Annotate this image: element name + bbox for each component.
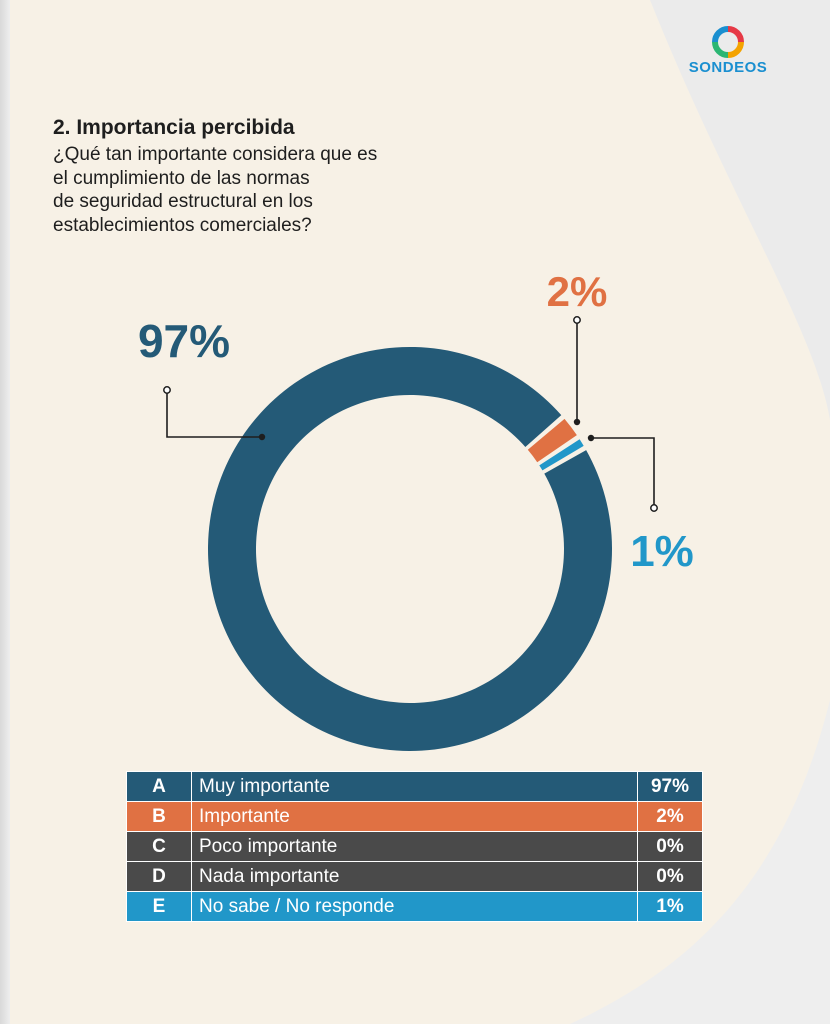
row-letter: B bbox=[126, 801, 192, 832]
table-row: A Muy importante 97% bbox=[126, 771, 703, 802]
page-edge bbox=[0, 0, 10, 1024]
table-row: D Nada importante 0% bbox=[126, 861, 703, 892]
leader-line-2 bbox=[591, 437, 655, 508]
sondeos-ring-icon bbox=[712, 26, 744, 58]
leader-dot-2 bbox=[587, 434, 595, 442]
donut-slice-2 bbox=[539, 439, 584, 471]
question-line: ¿Qué tan importante considera que es bbox=[53, 144, 378, 165]
row-label: Importante bbox=[191, 801, 638, 832]
row-label: Poco importante bbox=[191, 831, 638, 862]
question-title: 2. Importancia percibida bbox=[53, 116, 295, 139]
row-letter: D bbox=[126, 861, 192, 892]
brand-name: SONDEOS bbox=[688, 59, 768, 76]
data-label-0: 97% bbox=[138, 315, 230, 367]
row-letter: E bbox=[126, 891, 192, 922]
row-percentage: 0% bbox=[637, 861, 703, 892]
table-row: C Poco importante 0% bbox=[126, 831, 703, 862]
row-percentage: 0% bbox=[637, 831, 703, 862]
data-label-1: 2% bbox=[547, 268, 608, 315]
row-letter: A bbox=[126, 771, 192, 802]
donut-chart: 97% 2% 1% bbox=[138, 268, 694, 752]
leader-end-1 bbox=[573, 316, 581, 324]
background-swoosh bbox=[570, 0, 830, 1024]
leader-dot-1 bbox=[573, 418, 581, 426]
row-label: Muy importante bbox=[191, 771, 638, 802]
question-line: el cumplimiento de las normas bbox=[53, 167, 310, 189]
leader-end-2 bbox=[650, 504, 658, 512]
table-row: E No sabe / No responde 1% bbox=[126, 891, 703, 922]
leader-end-0 bbox=[163, 386, 171, 394]
report-page: SONDEOS 2. Importancia percibida ¿Qué ta… bbox=[10, 0, 830, 1024]
results-table: A Muy importante 97% B Importante 2% C Poco imp… bbox=[126, 771, 703, 922]
table-row: B Importante 2% bbox=[126, 801, 703, 832]
row-percentage: 1% bbox=[637, 891, 703, 922]
row-percentage: 97% bbox=[637, 771, 703, 802]
row-label: No sabe / No responde bbox=[191, 891, 638, 922]
donut-slice-1 bbox=[527, 418, 577, 463]
question-line: establecimientos comerciales? bbox=[53, 214, 312, 236]
question-text: ¿Qué tan importante considera que es el … bbox=[53, 143, 433, 237]
row-letter: C bbox=[126, 831, 192, 862]
leader-dot-0 bbox=[258, 433, 266, 441]
donut-slice-0 bbox=[208, 347, 613, 752]
leader-line-0 bbox=[166, 390, 262, 438]
row-label: Nada importante bbox=[191, 861, 638, 892]
row-percentage: 2% bbox=[637, 801, 703, 832]
data-label-2: 1% bbox=[630, 527, 694, 576]
question-line: de seguridad estructural en los bbox=[53, 191, 313, 212]
sondeos-logo: SONDEOS bbox=[682, 26, 774, 78]
